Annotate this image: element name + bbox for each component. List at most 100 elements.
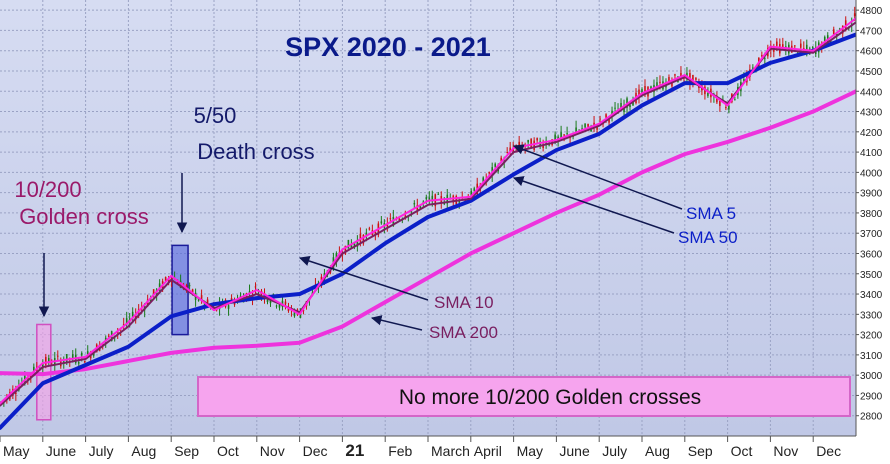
label-sma5: SMA 5 bbox=[686, 204, 736, 223]
candle-body bbox=[506, 152, 508, 154]
candle-body bbox=[764, 58, 766, 60]
candle-body bbox=[302, 309, 305, 312]
candle-body bbox=[793, 45, 796, 47]
candle-body bbox=[275, 305, 278, 307]
candle-body bbox=[716, 97, 718, 103]
y-tick-label: 2900 bbox=[860, 391, 883, 402]
x-tick-label: Sep bbox=[174, 443, 199, 459]
candle-body bbox=[416, 205, 419, 212]
candle-body bbox=[77, 362, 80, 364]
x-tick-label: June bbox=[46, 443, 77, 459]
y-tick-label: 4000 bbox=[860, 168, 883, 179]
candle-body bbox=[278, 304, 281, 308]
candle-body bbox=[566, 133, 568, 135]
annotation-death-ratio: 5/50 bbox=[194, 103, 237, 128]
candle-body bbox=[611, 110, 613, 115]
candle-body bbox=[641, 89, 643, 93]
x-tick-label: Aug bbox=[131, 443, 156, 459]
candle-body bbox=[398, 218, 401, 221]
candle-body bbox=[266, 299, 269, 302]
candle-body bbox=[494, 163, 496, 167]
x-tick-label: April bbox=[474, 443, 502, 459]
candle-body bbox=[296, 309, 299, 311]
candle-body bbox=[811, 46, 814, 49]
candle-body bbox=[431, 195, 434, 202]
label-sma50: SMA 50 bbox=[678, 228, 738, 247]
candle-body bbox=[557, 136, 559, 140]
x-tick-label: June bbox=[559, 443, 590, 459]
candle-body bbox=[548, 144, 550, 146]
candle-body bbox=[554, 134, 556, 143]
candle-body bbox=[185, 285, 188, 289]
candle-body bbox=[188, 285, 191, 287]
candle-body bbox=[776, 41, 778, 46]
chart-title: SPX 2020 - 2021 bbox=[285, 32, 491, 62]
annotation-death-cross: Death cross bbox=[197, 139, 314, 164]
candle-body bbox=[365, 232, 368, 236]
candle-body bbox=[15, 392, 17, 395]
candle-body bbox=[65, 354, 68, 363]
candle-body bbox=[728, 105, 730, 110]
y-tick-label: 3300 bbox=[860, 310, 883, 321]
candle-body bbox=[473, 188, 476, 191]
y-tick-label: 3000 bbox=[860, 371, 883, 382]
candle-body bbox=[422, 201, 425, 203]
candle-body bbox=[671, 81, 673, 87]
candle-body bbox=[838, 28, 841, 30]
candle-body bbox=[752, 67, 754, 69]
label-sma10: SMA 10 bbox=[434, 293, 494, 312]
candle-body bbox=[206, 299, 209, 304]
y-tick-label: 4800 bbox=[860, 6, 883, 17]
candle-body bbox=[83, 361, 86, 363]
candle-body bbox=[419, 205, 422, 209]
candle-body bbox=[149, 297, 152, 302]
candle-body bbox=[656, 82, 658, 89]
candle-body bbox=[692, 74, 694, 82]
candle-body bbox=[668, 77, 670, 83]
candle-body bbox=[743, 79, 745, 81]
y-tick-label: 3400 bbox=[860, 290, 883, 301]
candle-body bbox=[293, 311, 296, 317]
candle-body bbox=[254, 286, 257, 288]
arrow-sma200 bbox=[370, 315, 423, 331]
candle-body bbox=[590, 129, 592, 132]
candle-body bbox=[802, 47, 805, 49]
banner-box bbox=[197, 376, 851, 417]
candle-body bbox=[212, 305, 215, 307]
y-tick-label: 3600 bbox=[860, 249, 883, 260]
label-sma200: SMA 200 bbox=[429, 323, 498, 342]
candle-body bbox=[230, 298, 233, 301]
y-tick-label: 4100 bbox=[860, 148, 883, 159]
candle-body bbox=[587, 123, 589, 127]
y-tick-label: 3900 bbox=[860, 189, 883, 200]
candle-body bbox=[599, 118, 601, 120]
candle-body bbox=[71, 354, 74, 360]
arrow-sma50 bbox=[513, 176, 675, 234]
annotation-golden-cross: Golden cross bbox=[19, 204, 149, 229]
y-tick-label: 4500 bbox=[860, 67, 883, 78]
candle-body bbox=[80, 352, 83, 356]
y-tick-label: 3200 bbox=[860, 331, 883, 342]
x-tick-label: 21 bbox=[345, 441, 364, 460]
y-tick-label: 3500 bbox=[860, 270, 883, 281]
candle-body bbox=[632, 101, 634, 106]
candle-body bbox=[584, 123, 586, 128]
x-tick-label: Aug bbox=[645, 443, 670, 459]
series-line-sma50 bbox=[0, 32, 858, 430]
candle-body bbox=[389, 218, 392, 220]
candle-body bbox=[608, 118, 610, 123]
candle-body bbox=[167, 278, 170, 282]
candle-body bbox=[368, 228, 371, 230]
y-tick-label: 3700 bbox=[860, 229, 883, 240]
candle-body bbox=[853, 13, 856, 17]
candle-body bbox=[707, 92, 709, 96]
candle-body bbox=[344, 245, 347, 254]
candle-body bbox=[542, 145, 544, 148]
candle-body bbox=[823, 36, 826, 45]
candle-body bbox=[191, 289, 194, 295]
x-tick-label: May bbox=[517, 443, 543, 459]
candle-body bbox=[269, 300, 272, 304]
x-tick-label: March bbox=[431, 443, 470, 459]
candle-body bbox=[593, 122, 595, 126]
